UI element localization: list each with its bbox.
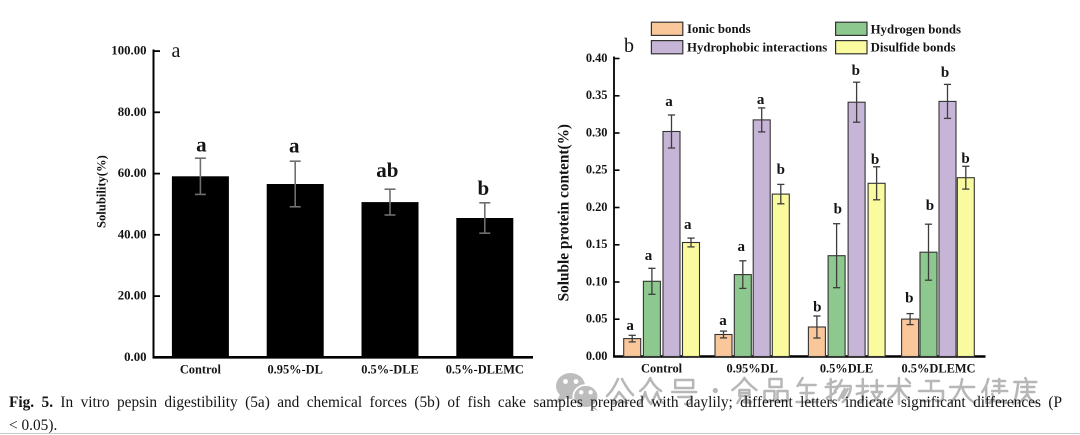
svg-text:Hydrogen bonds: Hydrogen bonds bbox=[871, 22, 961, 36]
svg-text:a: a bbox=[626, 318, 634, 334]
svg-text:40.00: 40.00 bbox=[118, 227, 147, 241]
svg-text:b: b bbox=[477, 176, 489, 200]
svg-text:0.10: 0.10 bbox=[586, 274, 608, 288]
svg-text:b: b bbox=[852, 63, 860, 79]
svg-text:0.95%-DL: 0.95%-DL bbox=[267, 362, 322, 376]
svg-text:a: a bbox=[719, 313, 727, 329]
svg-text:0.25: 0.25 bbox=[586, 163, 608, 177]
svg-text:0.40: 0.40 bbox=[586, 51, 608, 65]
svg-text:0.5%-DLE: 0.5%-DLE bbox=[361, 362, 418, 376]
svg-text:0.30: 0.30 bbox=[586, 125, 608, 139]
svg-text:b: b bbox=[834, 201, 842, 217]
svg-text:0.15: 0.15 bbox=[586, 237, 608, 251]
svg-text:b: b bbox=[777, 162, 785, 178]
svg-text:0.05: 0.05 bbox=[586, 312, 608, 326]
svg-text:0.5%-DLEMC: 0.5%-DLEMC bbox=[446, 362, 524, 376]
svg-text:0.35: 0.35 bbox=[586, 88, 608, 102]
svg-text:a: a bbox=[684, 217, 692, 233]
svg-text:Ionic bonds: Ionic bonds bbox=[687, 22, 751, 36]
svg-text:a: a bbox=[738, 239, 746, 255]
svg-text:a: a bbox=[289, 134, 300, 158]
svg-text:b: b bbox=[624, 35, 634, 57]
svg-text:Disulfide bonds: Disulfide bonds bbox=[871, 41, 956, 55]
svg-text:Hydrophobic interactions: Hydrophobic interactions bbox=[687, 41, 827, 55]
svg-text:b: b bbox=[905, 290, 913, 306]
svg-text:b: b bbox=[941, 65, 949, 81]
svg-text:Control: Control bbox=[641, 362, 683, 376]
svg-text:b: b bbox=[961, 151, 969, 167]
svg-text:0.20: 0.20 bbox=[586, 200, 608, 214]
svg-text:0.00: 0.00 bbox=[586, 349, 608, 363]
svg-text:60.00: 60.00 bbox=[118, 166, 147, 180]
svg-text:0.00: 0.00 bbox=[124, 350, 146, 364]
svg-text:a: a bbox=[665, 94, 673, 110]
svg-text:Soluble protein content(%): Soluble protein content(%) bbox=[556, 124, 573, 301]
svg-text:0.95%DL: 0.95%DL bbox=[727, 362, 778, 376]
svg-text:b: b bbox=[871, 152, 879, 168]
svg-text:Control: Control bbox=[180, 362, 222, 376]
svg-text:0.5%DLEMC: 0.5%DLEMC bbox=[902, 362, 976, 376]
svg-text:a: a bbox=[196, 132, 207, 156]
svg-text:ab: ab bbox=[376, 158, 398, 182]
svg-text:b: b bbox=[926, 198, 934, 214]
svg-text:80.00: 80.00 bbox=[118, 105, 147, 119]
svg-text:0.5%DLE: 0.5%DLE bbox=[820, 362, 873, 376]
svg-text:a: a bbox=[757, 92, 765, 108]
svg-text:b: b bbox=[813, 299, 821, 315]
svg-text:Solubility(%): Solubility(%) bbox=[95, 155, 109, 228]
svg-text:a: a bbox=[645, 248, 653, 264]
svg-text:100.00: 100.00 bbox=[111, 44, 146, 58]
svg-text:20.00: 20.00 bbox=[118, 289, 147, 303]
svg-text:a: a bbox=[172, 40, 181, 62]
